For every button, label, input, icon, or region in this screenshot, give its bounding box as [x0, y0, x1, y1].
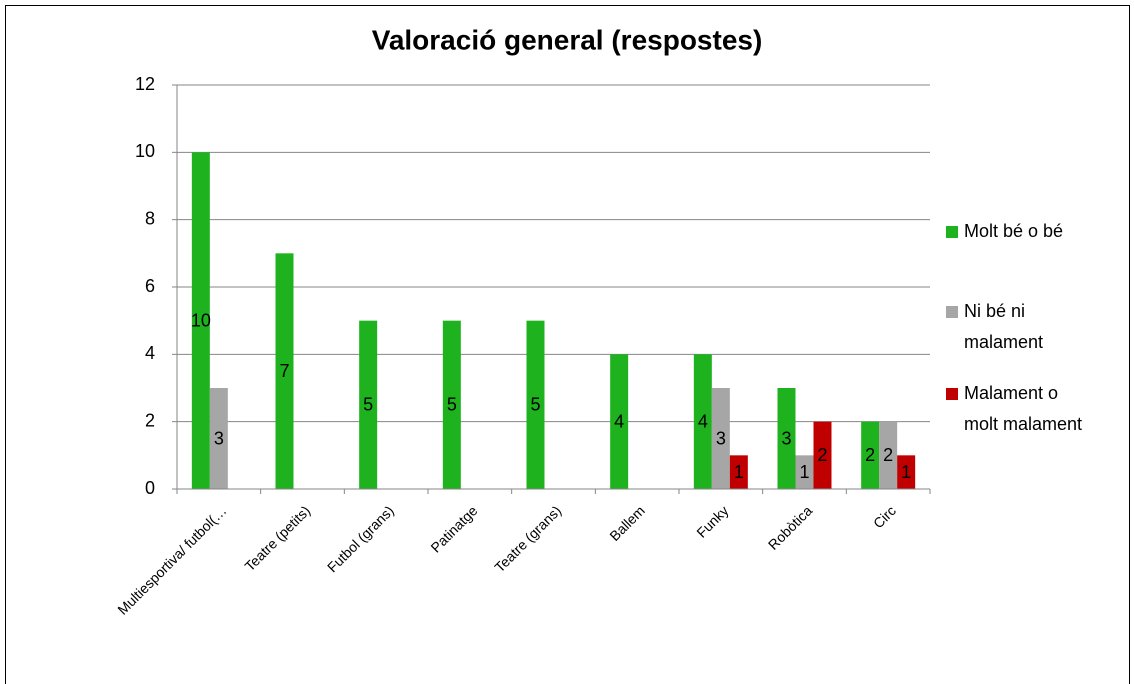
- data-label: 1: [799, 462, 809, 482]
- data-label: 4: [614, 411, 624, 431]
- legend-item: Ni bé ni malament: [946, 296, 1096, 358]
- data-label: 10: [191, 310, 211, 330]
- x-tick-label: Funky: [693, 502, 731, 540]
- bar: [897, 455, 916, 489]
- bar: [275, 253, 294, 489]
- data-label: 1: [734, 462, 744, 482]
- data-label: 2: [865, 445, 875, 465]
- bar: [359, 320, 378, 489]
- bar: [813, 421, 832, 489]
- bar: [711, 388, 730, 489]
- bar: [729, 455, 748, 489]
- data-label: 2: [883, 445, 893, 465]
- y-tick-label: 8: [145, 208, 155, 228]
- x-tick-label: Circ: [870, 502, 899, 531]
- legend-label: Ni bé ni malament: [964, 301, 1044, 352]
- legend-swatch: [946, 226, 958, 238]
- bar: [795, 455, 814, 489]
- legend-label: Malament o molt malament: [964, 383, 1083, 434]
- legend-swatch: [946, 306, 958, 318]
- chart-title: Valoració general (respostes): [372, 24, 763, 55]
- data-label: 3: [781, 428, 791, 448]
- x-tick-label: Teatre (grans): [491, 502, 564, 575]
- bar: [526, 320, 545, 489]
- y-tick-label: 0: [145, 478, 155, 498]
- bar: [693, 354, 712, 489]
- data-label: 5: [530, 395, 540, 415]
- data-label: 2: [817, 445, 827, 465]
- x-tick-label: Patinatge: [427, 502, 480, 555]
- bar: [209, 388, 228, 489]
- y-tick-label: 12: [135, 74, 155, 94]
- legend-swatch: [946, 388, 958, 400]
- y-tick-label: 6: [145, 276, 155, 296]
- legend-label: Molt bé o bé: [964, 221, 1064, 241]
- x-tick-label: Multiesportiva/ futbol(…: [114, 502, 229, 617]
- y-tick-label: 2: [145, 410, 155, 430]
- bar: [879, 421, 898, 489]
- x-tick-label: Futbol (grans): [324, 502, 397, 575]
- bar: [777, 388, 796, 489]
- data-label: 3: [214, 428, 224, 448]
- y-tick-label: 4: [145, 343, 155, 363]
- data-label: 3: [716, 428, 726, 448]
- data-label: 4: [698, 411, 708, 431]
- legend-item: Malament o molt malament: [946, 378, 1096, 440]
- x-tick-label: Ballem: [606, 502, 648, 544]
- chart-border: [5, 5, 1130, 684]
- x-tick-label: Robòtica: [765, 502, 816, 553]
- data-label: 5: [363, 395, 373, 415]
- bar: [442, 320, 461, 489]
- bar: [861, 421, 880, 489]
- data-label: 7: [279, 361, 289, 381]
- data-label: 5: [447, 395, 457, 415]
- x-tick-label: Teatre (petits): [241, 502, 313, 574]
- bar: [610, 354, 629, 489]
- y-tick-label: 10: [135, 141, 155, 161]
- data-label: 1: [901, 462, 911, 482]
- bar: [191, 152, 210, 490]
- legend-item: Molt bé o bé: [946, 216, 1096, 247]
